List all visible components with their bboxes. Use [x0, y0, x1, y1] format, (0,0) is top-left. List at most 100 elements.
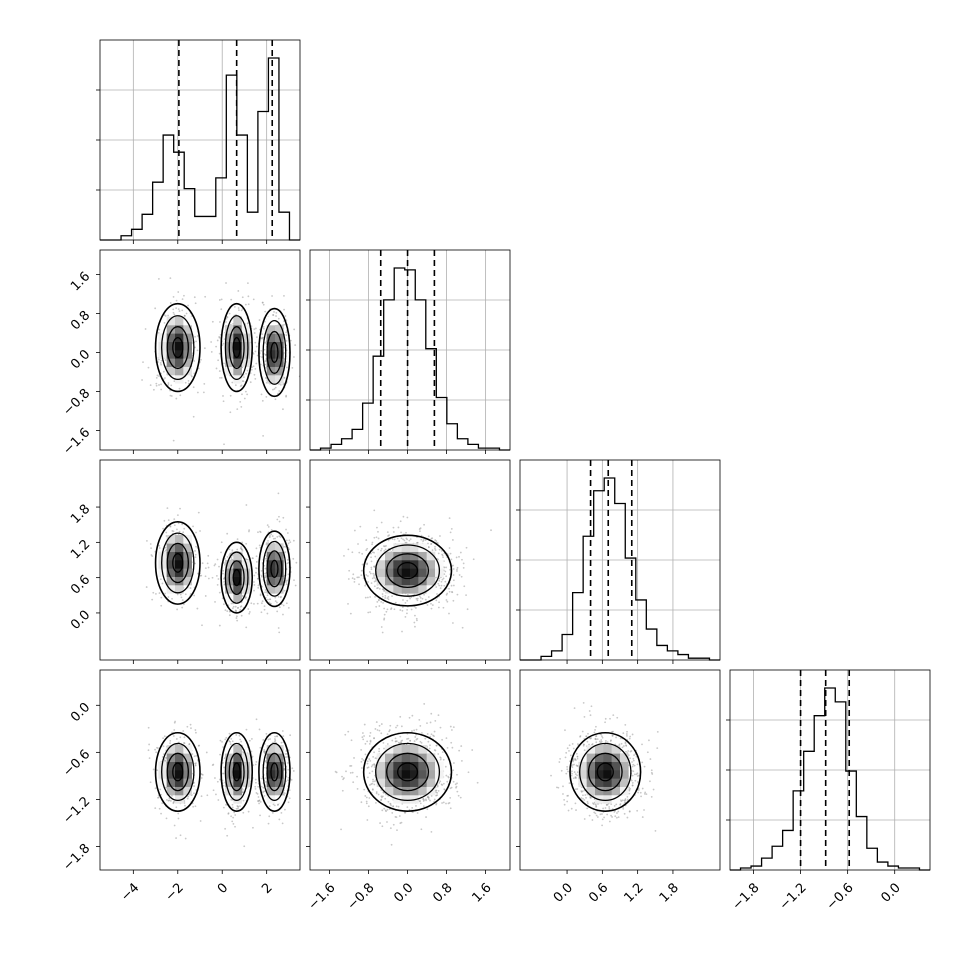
scatter-point: [285, 528, 287, 531]
scatter-point: [358, 551, 361, 554]
density-cell: [393, 786, 402, 796]
scatter-point: [416, 812, 419, 814]
scatter-point: [368, 758, 371, 760]
scatter-point: [373, 509, 376, 512]
scatter-point: [378, 587, 381, 590]
scatter-point: [371, 543, 373, 546]
scatter-point: [463, 585, 466, 588]
scatter-point: [456, 570, 458, 572]
scatter-point: [225, 736, 228, 739]
density-cell: [393, 543, 402, 552]
scatter-point: [165, 531, 168, 534]
scatter-point: [439, 587, 442, 590]
density-cell: [175, 778, 184, 787]
scatter-point: [366, 819, 369, 821]
scatter-point: [236, 619, 239, 622]
scatter-point: [282, 735, 285, 738]
density-cell: [393, 576, 402, 586]
scatter-point: [435, 803, 438, 806]
scatter-point: [255, 345, 258, 348]
scatter-point: [374, 728, 377, 730]
scatter-point: [293, 356, 295, 358]
density-cell: [225, 358, 234, 367]
scatter-point: [258, 728, 261, 731]
scatter-point: [415, 617, 418, 620]
density-cell: [266, 585, 276, 594]
scatter-point: [172, 530, 175, 533]
scatter-point: [343, 777, 345, 779]
scatter-point: [378, 724, 381, 727]
scatter-point: [229, 743, 232, 745]
scatter-point: [383, 618, 385, 621]
scatter-point: [334, 770, 337, 773]
scatter-point: [382, 741, 385, 744]
density-cell: [175, 358, 184, 367]
scatter-point: [162, 370, 165, 373]
scatter-point: [167, 382, 170, 384]
density-cell: [418, 745, 427, 754]
scatter-point: [262, 434, 265, 437]
scatter-point: [366, 776, 369, 779]
scatter-point: [239, 385, 242, 388]
scatter-point: [380, 521, 383, 524]
scatter-point: [242, 799, 245, 802]
scatter-point: [277, 595, 280, 598]
scatter-point: [253, 574, 256, 577]
scatter-point: [441, 751, 444, 754]
density-cell: [166, 786, 176, 796]
scatter-point: [399, 715, 402, 718]
scatter-point: [230, 815, 233, 818]
scatter-point: [368, 772, 371, 775]
scatter-point: [373, 585, 376, 588]
scatter-point: [429, 735, 432, 738]
scatter-point: [254, 787, 257, 790]
scatter-point: [433, 730, 436, 733]
scatter-point: [435, 744, 438, 747]
scatter-point: [200, 358, 202, 361]
scatter-point: [434, 547, 436, 550]
scatter-point: [176, 514, 179, 517]
scatter-point: [161, 756, 164, 758]
scatter-point: [155, 376, 158, 379]
contour-line: [154, 731, 201, 812]
scatter-point: [449, 568, 451, 571]
scatter-point: [274, 386, 277, 389]
scatter-point: [406, 599, 409, 602]
contour-line: [270, 762, 279, 782]
scatter-point: [220, 308, 223, 311]
scatter-point: [279, 536, 282, 539]
density-cell: [158, 341, 167, 351]
density-cell: [275, 585, 284, 594]
density-cell: [275, 358, 284, 367]
scatter-point: [262, 790, 265, 793]
scatter-point: [476, 781, 479, 784]
scatter-point: [254, 367, 257, 370]
scatter-point: [165, 817, 168, 820]
scatter-point: [448, 612, 450, 615]
scatter-point: [190, 727, 192, 730]
scatter-point: [235, 807, 238, 810]
scatter-point: [257, 531, 259, 534]
scatter-point: [171, 794, 173, 797]
scatter-point: [222, 806, 225, 809]
scatter-point: [173, 380, 176, 383]
scatter-point: [375, 792, 378, 795]
scatter-point: [424, 539, 427, 541]
scatter-point: [434, 549, 437, 552]
scatter-point: [166, 507, 169, 510]
scatter-point: [175, 806, 178, 809]
scatter-point: [368, 797, 371, 799]
scatter-point: [608, 808, 611, 810]
scatter-point: [274, 738, 276, 740]
scatter-point: [388, 534, 390, 537]
scatter-point: [151, 555, 154, 557]
scatter-point: [452, 579, 455, 582]
scatter-point: [163, 322, 166, 324]
scatter-point: [272, 537, 275, 540]
scatter-point: [219, 739, 222, 742]
scatter-point: [409, 739, 412, 742]
scatter-point: [195, 545, 197, 548]
scatter-point: [451, 539, 454, 541]
scatter-point: [194, 562, 196, 565]
scatter-point: [377, 793, 380, 796]
